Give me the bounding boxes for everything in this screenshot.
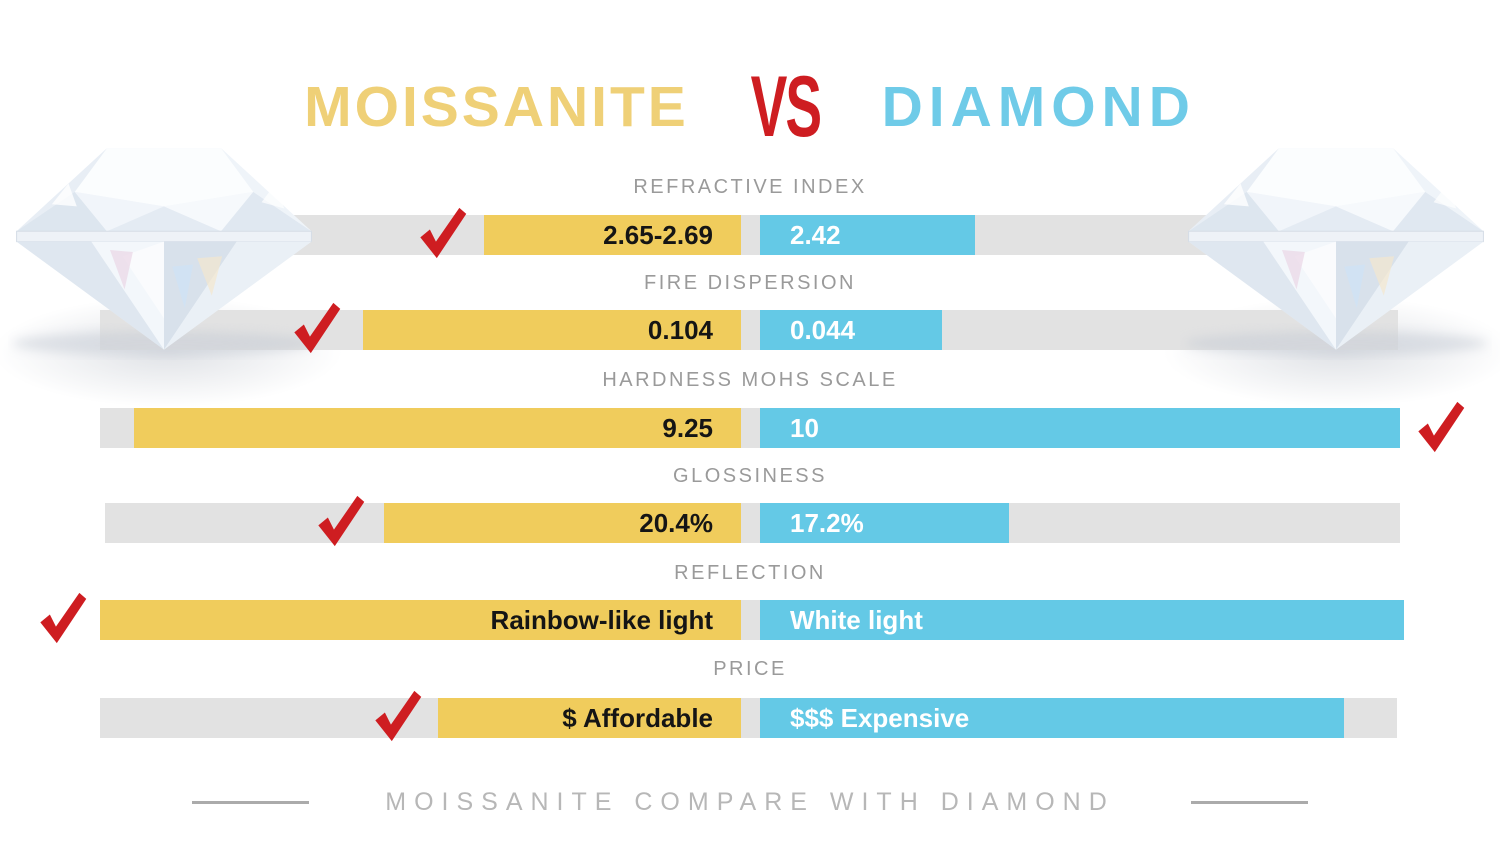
moissanite-gem-image: [8, 142, 320, 360]
footer-caption: MOISSANITE COMPARE WITH DIAMOND: [385, 787, 1115, 816]
moissanite-bar-price: $ Affordable: [438, 698, 741, 738]
moissanite-value-glossiness: 20.4%: [639, 507, 713, 538]
checkmark-icon: [294, 302, 341, 354]
diamond-bar-reflection: White light: [760, 600, 1404, 640]
row-label-hardness: HARDNESS MOHS SCALE: [602, 369, 898, 391]
row-label-glossiness: GLOSSINESS: [673, 465, 827, 487]
footer-divider-left: [192, 800, 310, 804]
diamond-value-fire-dispersion: 0.044: [790, 314, 856, 345]
diamond-bar-refractive-index: 2.42: [760, 215, 975, 255]
title-diamond: DIAMOND: [881, 75, 1196, 139]
track-glossiness: [105, 503, 1400, 543]
checkmark-icon: [318, 495, 365, 547]
diamond-value-glossiness: 17.2%: [790, 507, 864, 538]
moissanite-bar-glossiness: 20.4%: [384, 503, 741, 543]
moissanite-bar-refractive-index: 2.65-2.69: [484, 215, 741, 255]
moissanite-value-hardness: 9.25: [662, 412, 713, 443]
moissanite-bar-reflection: Rainbow-like light: [100, 600, 741, 640]
diamond-value-hardness: 10: [790, 412, 819, 443]
moissanite-value-reflection: Rainbow-like light: [490, 604, 713, 635]
footer-divider-right: [1190, 800, 1308, 804]
title-moissanite: MOISSANITE: [304, 75, 689, 139]
row-label-fire-dispersion: FIRE DISPERSION: [644, 272, 856, 294]
moissanite-value-refractive-index: 2.65-2.69: [603, 219, 713, 250]
diamond-gem-image: [1180, 142, 1492, 360]
checkmark-icon: [420, 207, 467, 259]
title-vs: VS: [750, 59, 822, 155]
diamond-bar-price: $$$ Expensive: [760, 698, 1344, 738]
moissanite-bar-hardness: 9.25: [134, 408, 741, 448]
row-label-price: PRICE: [713, 658, 787, 680]
moissanite-value-fire-dispersion: 0.104: [647, 314, 713, 345]
moissanite-value-price: $ Affordable: [562, 702, 713, 733]
page-title: MOISSANITE VS DIAMOND: [0, 62, 1500, 152]
diamond-value-price: $$$ Expensive: [790, 702, 970, 733]
diamond-value-reflection: White light: [790, 604, 923, 635]
moissanite-bar-fire-dispersion: 0.104: [363, 310, 741, 350]
diamond-value-refractive-index: 2.42: [790, 219, 841, 250]
track-refractive-index: [245, 215, 1255, 255]
footer: MOISSANITE COMPARE WITH DIAMOND: [0, 782, 1500, 822]
diamond-bar-hardness: 10: [760, 408, 1400, 448]
row-label-reflection: REFLECTION: [674, 562, 826, 584]
checkmark-icon: [40, 592, 87, 644]
checkmark-icon: [375, 690, 422, 742]
diamond-bar-glossiness: 17.2%: [760, 503, 1009, 543]
row-label-refractive-index: REFRACTIVE INDEX: [633, 176, 867, 198]
diamond-bar-fire-dispersion: 0.044: [760, 310, 942, 350]
checkmark-icon: [1418, 401, 1465, 453]
